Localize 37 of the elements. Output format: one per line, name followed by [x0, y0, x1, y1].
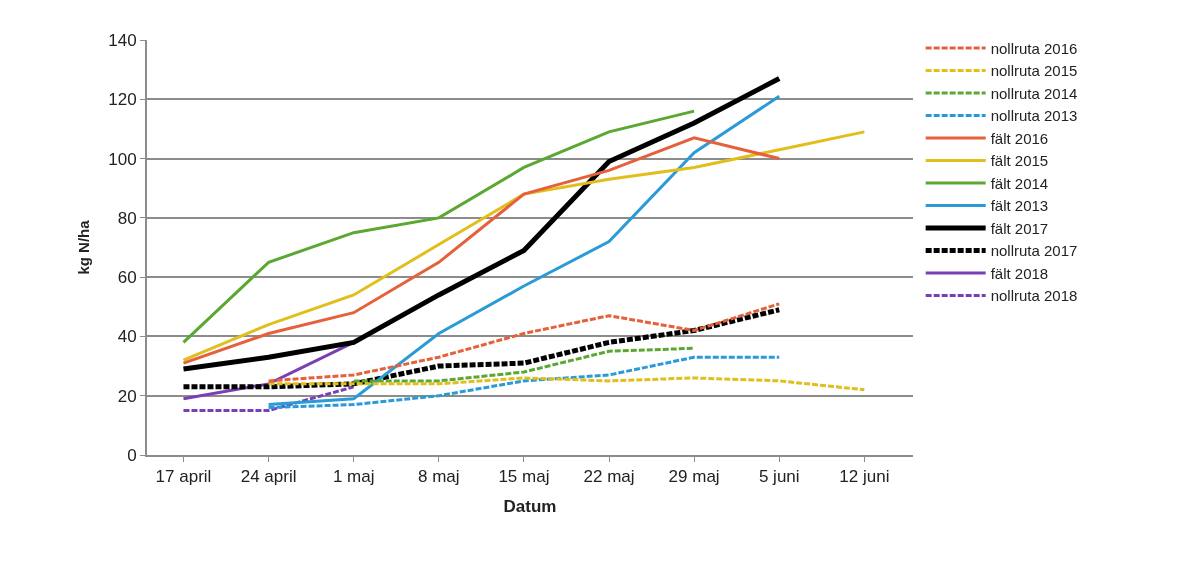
y-tick-label: 100	[108, 149, 137, 169]
y-axis-title: kg N/ha	[74, 219, 92, 275]
legend-label: nollruta 2015	[990, 62, 1078, 80]
legend-label: fält 2013	[990, 197, 1049, 215]
legend-label: nollruta 2017	[990, 242, 1078, 260]
legend-label: fält 2014	[990, 174, 1049, 192]
y-tick-label: 120	[108, 90, 137, 110]
x-tick-label: 17 april	[155, 467, 212, 487]
x-tick-label: 15 maj	[498, 467, 550, 487]
y-tick-label: 0	[127, 445, 137, 465]
x-axis-title: Datum	[503, 497, 557, 517]
legend-label: nollruta 2014	[990, 84, 1078, 102]
legend-label: fält 2016	[990, 129, 1049, 147]
y-tick-label: 60	[117, 268, 137, 288]
line-series	[181, 130, 866, 362]
x-tick-label: 1 maj	[332, 467, 375, 487]
line-series	[181, 109, 696, 344]
x-tick-label: 5 juni	[758, 467, 800, 487]
y-tick-label: 140	[108, 30, 137, 50]
line-series	[352, 346, 696, 383]
legend-label: fält 2018	[990, 264, 1049, 282]
y-tick-label: 20	[117, 386, 137, 406]
x-tick-label: 29 maj	[668, 467, 720, 487]
legend-label: nollruta 2018	[990, 287, 1078, 305]
x-tick-label: 24 april	[240, 467, 297, 487]
legend-label: fält 2017	[990, 219, 1049, 237]
line-series	[181, 136, 781, 365]
legend-label: nollruta 2013	[990, 107, 1078, 125]
x-tick-label: 12 juni	[839, 467, 890, 487]
x-tick-label: 8 maj	[418, 467, 460, 487]
x-tick-label: 22 maj	[583, 467, 635, 487]
y-tick-label: 80	[117, 208, 137, 228]
line-series	[267, 302, 781, 383]
y-tick-label: 40	[117, 327, 137, 347]
legend-label: fält 2015	[990, 152, 1049, 170]
line-series	[267, 376, 866, 392]
legend-label: nollruta 2016	[990, 39, 1078, 57]
